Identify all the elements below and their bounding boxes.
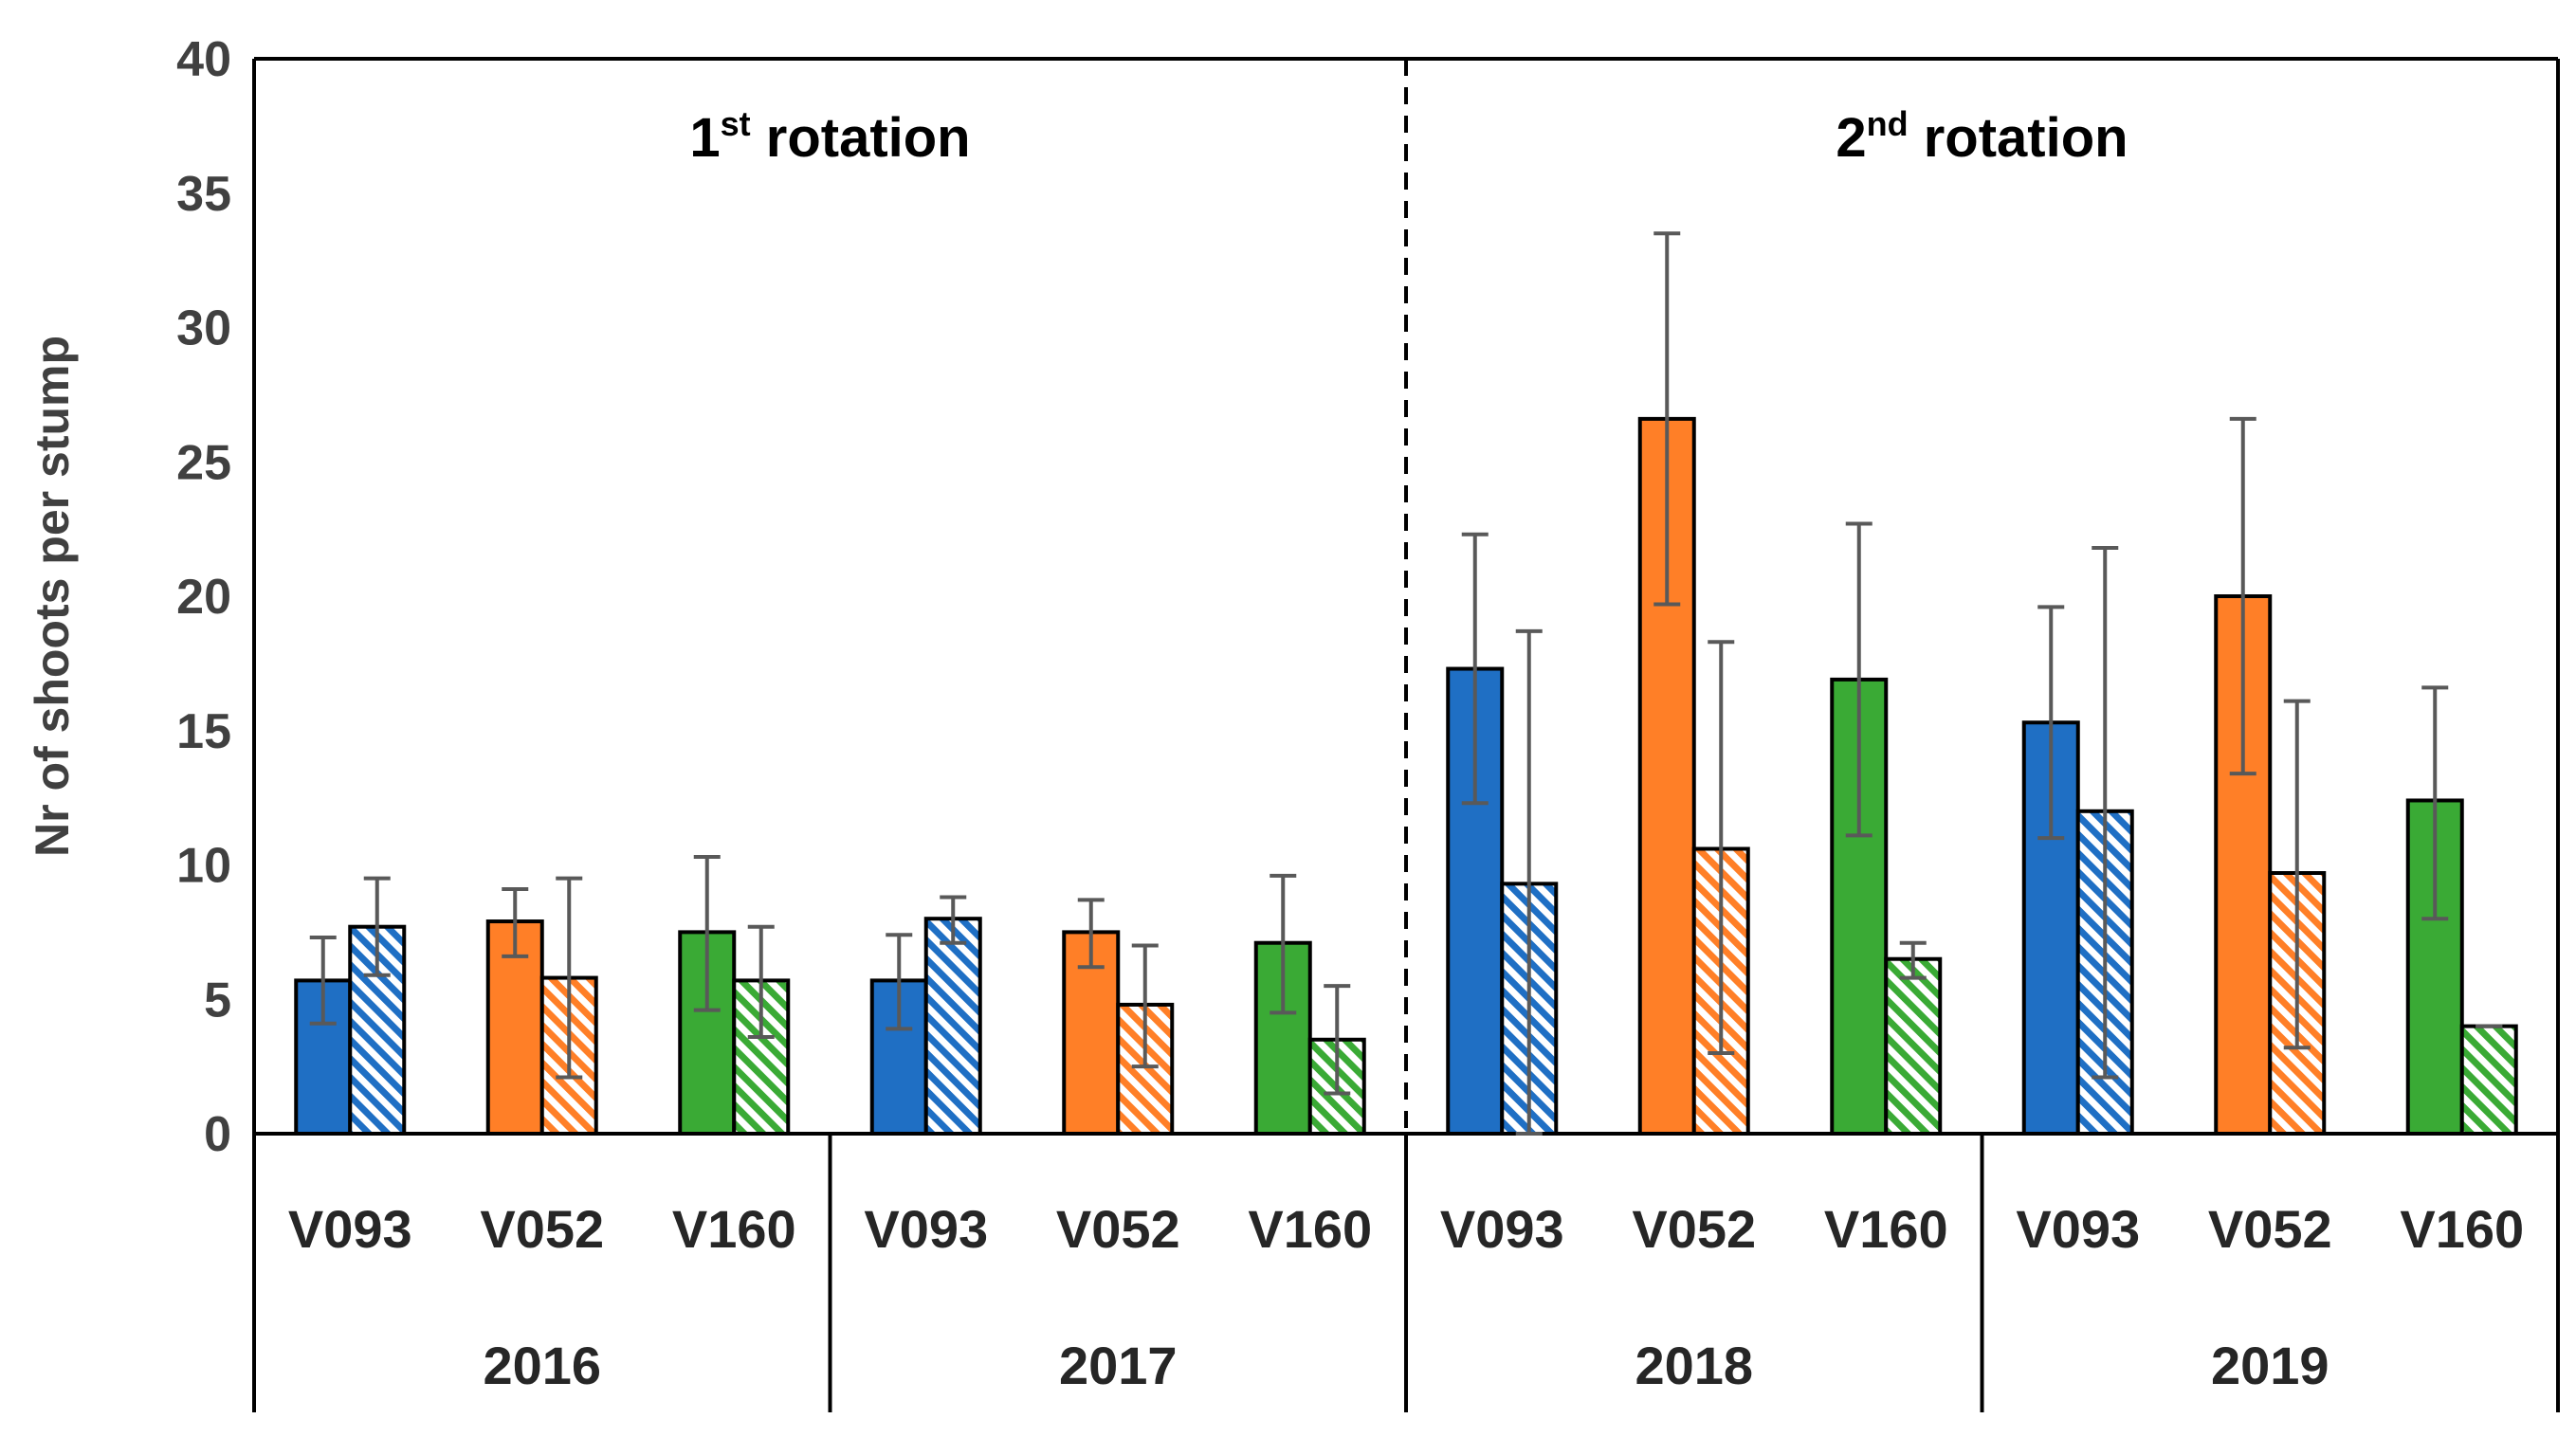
rotation-superscript: st — [721, 104, 751, 143]
error-bar — [2283, 699, 2311, 1050]
clone-label: V052 — [480, 1199, 604, 1259]
error-bar — [1461, 532, 1489, 806]
clone-label: V093 — [864, 1199, 988, 1259]
plot-axes — [252, 57, 2560, 1412]
clone-label: V160 — [672, 1199, 796, 1259]
y-tick-label: 35 — [176, 167, 231, 222]
error-bar — [1899, 940, 1927, 980]
bar-v093-hatched-2017 — [923, 917, 982, 1137]
error-bar — [363, 876, 391, 977]
clone-label: V093 — [2016, 1199, 2140, 1259]
error-bar — [556, 876, 583, 1080]
rotation-text: rotation — [1909, 107, 2128, 169]
rotation-text: rotation — [751, 107, 971, 169]
error-bar — [1653, 231, 1681, 607]
error-bar — [693, 854, 721, 1012]
error-bar — [2037, 605, 2065, 841]
error-bar — [2092, 545, 2119, 1080]
rotation-label: 2nd rotation — [1836, 104, 2128, 169]
error-bar — [1324, 984, 1351, 1096]
error-bar — [1131, 943, 1159, 1069]
rotation-superscript: nd — [1867, 104, 1909, 143]
y-tick-label: 15 — [176, 704, 231, 759]
y-tick-label: 25 — [176, 435, 231, 490]
year-label: 2018 — [1635, 1336, 1753, 1395]
bar-groups — [294, 231, 2518, 1137]
y-tick-label: 40 — [176, 32, 231, 87]
error-bar — [886, 933, 913, 1031]
error-bar — [1708, 640, 1735, 1055]
error-bar — [2229, 416, 2256, 776]
error-bar — [1077, 898, 1105, 970]
error-bar — [502, 887, 529, 958]
clone-label: V052 — [1632, 1199, 1756, 1259]
bar-v160-hatched-2018 — [1884, 956, 1943, 1136]
y-tick-label: 5 — [204, 973, 231, 1028]
clone-label: V160 — [1824, 1199, 1948, 1259]
error-bar — [1515, 628, 1543, 1136]
clone-label: V160 — [1248, 1199, 1372, 1259]
clone-label: V093 — [1440, 1199, 1564, 1259]
error-bar — [940, 895, 967, 945]
clone-label: V052 — [2208, 1199, 2332, 1259]
year-label: 2017 — [1059, 1336, 1178, 1395]
axis-labels: 0 5 10 15 20 25 30 35 40 Nr of shoots per stump 1s… — [26, 32, 2524, 1395]
clone-label: V052 — [1056, 1199, 1180, 1259]
error-bar — [2421, 685, 2449, 921]
error-bar — [309, 936, 337, 1026]
y-tick-label: 10 — [176, 839, 231, 894]
clone-label: V093 — [288, 1199, 412, 1259]
y-tick-label: 20 — [176, 570, 231, 625]
error-bar — [1845, 521, 1873, 838]
y-tick-label: 0 — [204, 1107, 231, 1162]
bar-v160-hatched-2019 — [2459, 1024, 2518, 1136]
bar-v160-solid-2018 — [1830, 677, 1889, 1136]
year-label: 2019 — [2211, 1336, 2329, 1395]
rotation-number: 2 — [1836, 107, 1866, 169]
rotation-number: 1 — [689, 107, 720, 169]
rotation-label: 1st rotation — [689, 104, 970, 169]
clone-label: V160 — [2400, 1199, 2524, 1259]
error-bar — [1270, 873, 1297, 1015]
y-axis-title: Nr of shoots per stump — [26, 336, 79, 857]
year-label: 2016 — [483, 1336, 601, 1395]
y-tick-label: 30 — [176, 301, 231, 356]
error-bar — [747, 924, 775, 1039]
